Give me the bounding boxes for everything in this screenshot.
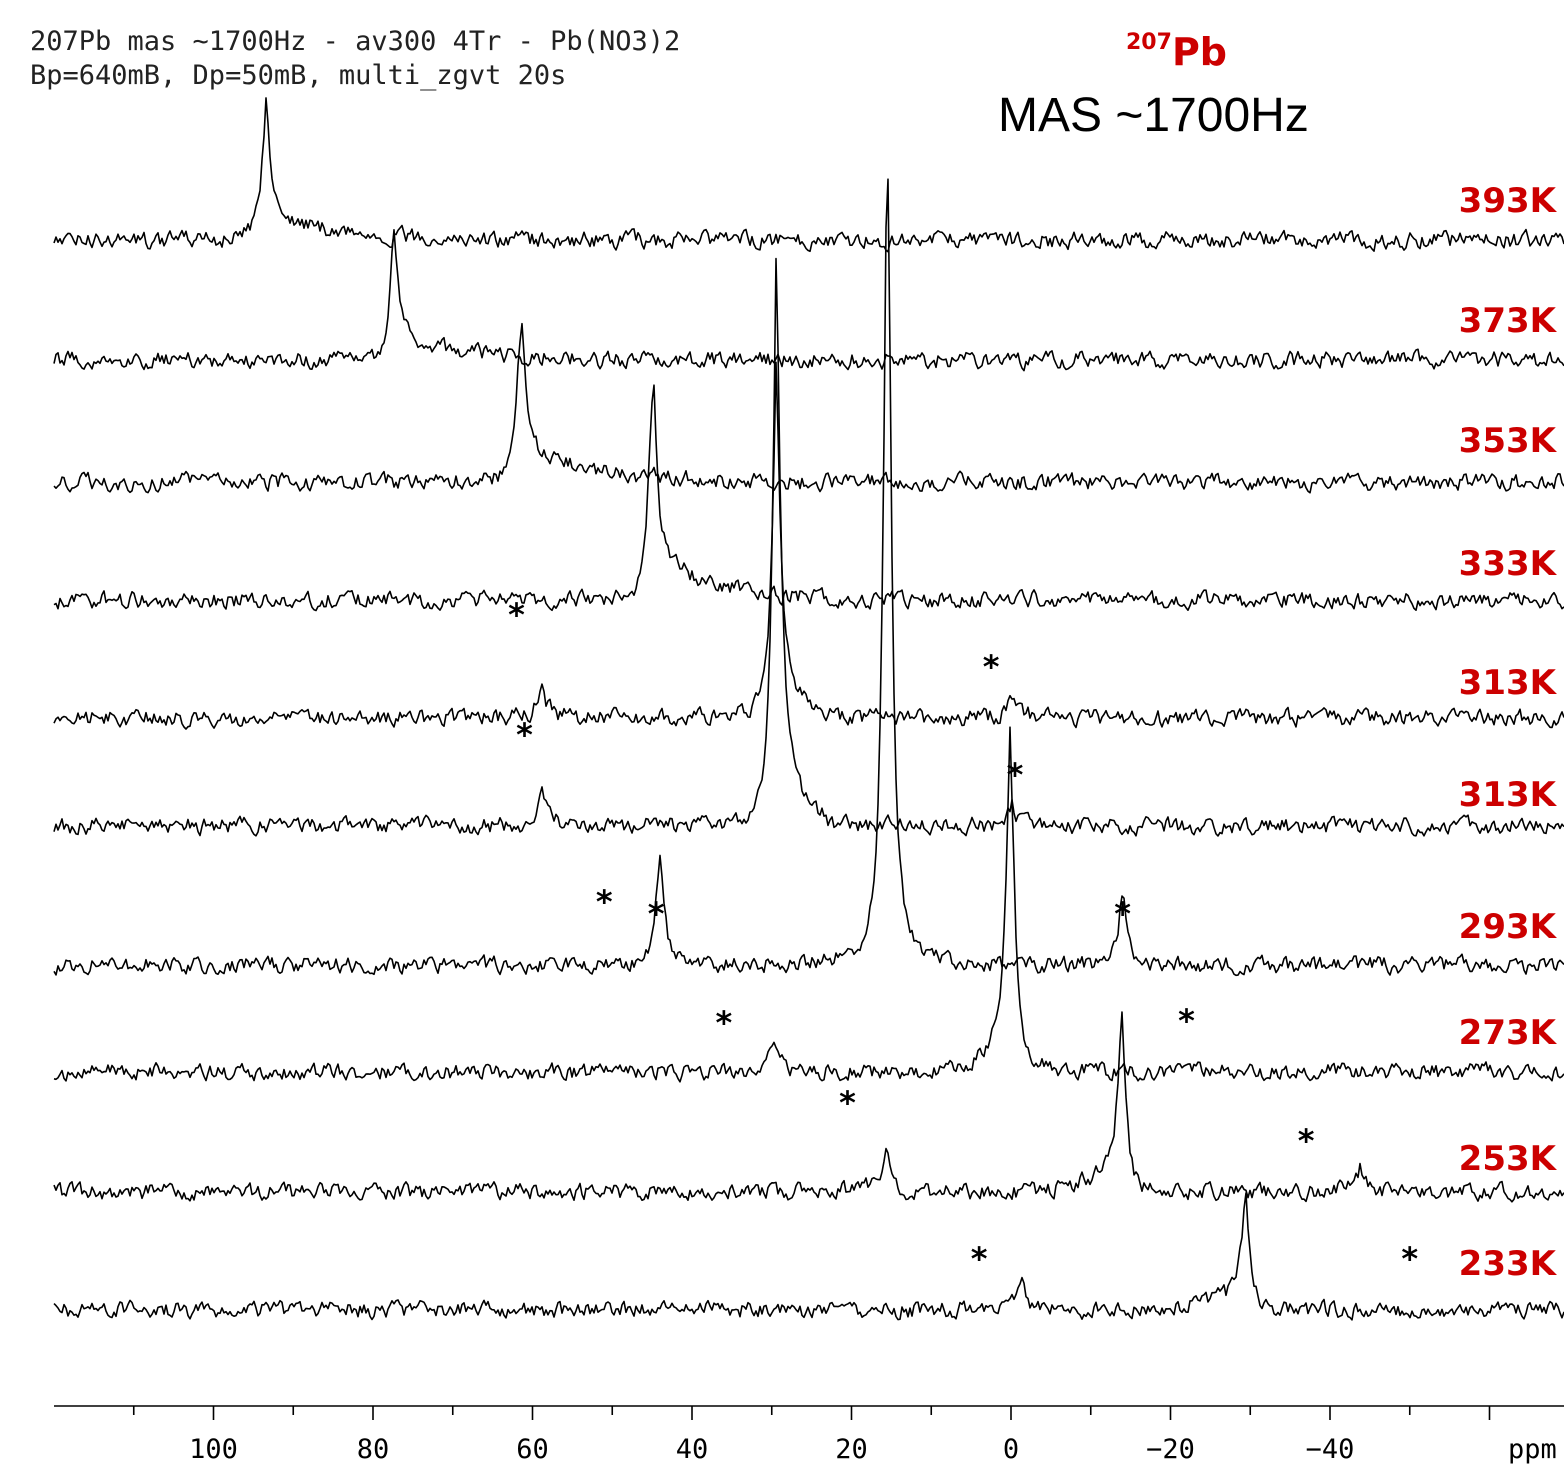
spinning-sideband-marker: * xyxy=(839,1084,856,1122)
spinning-sideband-marker: * xyxy=(1401,1240,1418,1278)
x-tick-label: 40 xyxy=(676,1434,709,1464)
spinning-sideband-marker: * xyxy=(1114,895,1131,933)
temperature-label: 333K xyxy=(1459,544,1558,584)
spectrum-trace xyxy=(53,384,1564,612)
temperature-label: 373K xyxy=(1459,301,1558,341)
spectrum-trace xyxy=(53,1011,1564,1203)
spinning-sideband-marker: * xyxy=(971,1240,988,1278)
spectrum-trace xyxy=(53,229,1564,372)
x-axis-title: ppm xyxy=(1508,1434,1557,1464)
x-tick-label: 20 xyxy=(835,1434,868,1464)
spinning-sideband-marker: * xyxy=(983,648,1000,686)
x-tick-label: 60 xyxy=(516,1434,549,1464)
temperature-label: 393K xyxy=(1459,181,1558,221)
temperature-label: 253K xyxy=(1459,1139,1558,1179)
spinning-sideband-marker: * xyxy=(648,895,665,933)
temperature-label: 313K xyxy=(1459,775,1558,815)
nucleus-isotope: 207 xyxy=(1126,30,1172,55)
temperature-label: 313K xyxy=(1459,663,1558,703)
spin-rate-label: MAS ~1700Hz xyxy=(998,89,1309,142)
x-tick-label: −20 xyxy=(1146,1434,1195,1464)
x-tick-label: 80 xyxy=(357,1434,390,1464)
spectrum-trace xyxy=(53,97,1564,253)
spectrum-trace xyxy=(53,257,1564,837)
nucleus-label: 207Pb xyxy=(1126,30,1227,74)
spinning-sideband-marker: * xyxy=(516,716,533,754)
temperature-label: 273K xyxy=(1459,1013,1558,1053)
temperature-label: 353K xyxy=(1459,421,1558,461)
spinning-sideband-marker: * xyxy=(1298,1122,1315,1160)
x-tick-label: 100 xyxy=(189,1434,238,1464)
spectrum-trace xyxy=(53,726,1564,1083)
spinning-sideband-marker: * xyxy=(596,883,613,921)
x-tick-label: −40 xyxy=(1306,1434,1355,1464)
spinning-sideband-marker: * xyxy=(1178,1002,1195,1040)
spectrum-trace xyxy=(53,1192,1564,1321)
acquisition-info-line-1: 207Pb mas ~1700Hz - av300 4Tr - Pb(NO3)2 xyxy=(30,26,681,57)
temperature-label: 233K xyxy=(1459,1244,1558,1284)
spinning-sideband-marker: * xyxy=(716,1004,733,1042)
spectrum-trace xyxy=(53,178,1564,977)
spectrum-trace xyxy=(53,322,1564,494)
temperature-label: 293K xyxy=(1459,907,1558,947)
spectrum-trace xyxy=(53,361,1564,730)
spinning-sideband-marker: * xyxy=(508,596,525,634)
nucleus-element: Pb xyxy=(1171,30,1227,74)
acquisition-info-line-2: Bp=640mB, Dp=50mB, multi_zgvt 20s xyxy=(30,60,567,91)
x-tick-label: 0 xyxy=(1003,1434,1019,1464)
